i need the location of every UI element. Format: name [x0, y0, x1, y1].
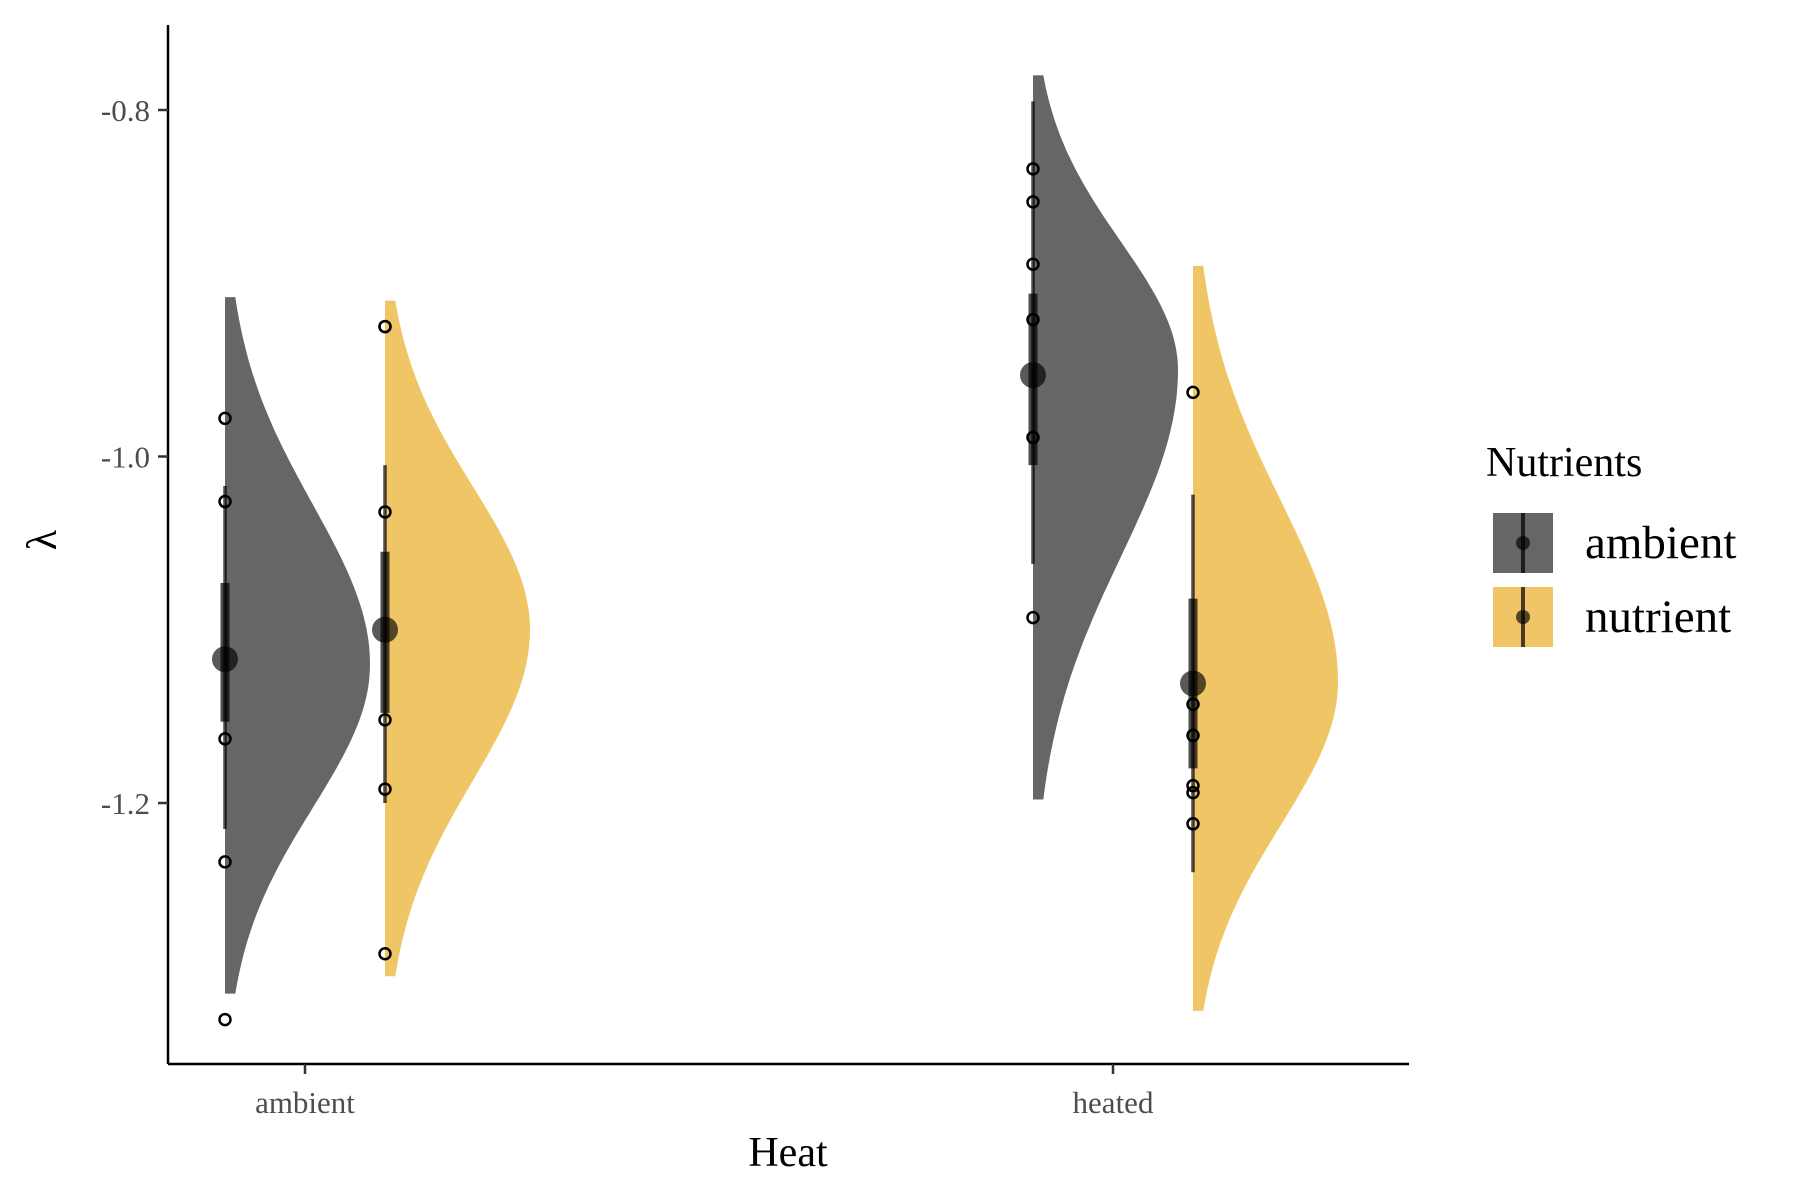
- median-point: [212, 646, 238, 673]
- halfeye-nutrient-heated: [1180, 265, 1338, 1011]
- series-nutrient: [372, 265, 1338, 1011]
- raw-data-point: [1186, 697, 1200, 711]
- series-ambient: [212, 75, 1178, 1027]
- halfeye-ambient-ambient: [212, 297, 370, 1027]
- median-point: [1180, 670, 1206, 697]
- plot-area: [212, 75, 1338, 1027]
- y-axis-title: λ: [20, 529, 66, 550]
- raw-data-point: [378, 319, 392, 334]
- raw-data-point: [1186, 817, 1200, 831]
- raw-data-point: [1186, 785, 1200, 800]
- y-ticks: -0.8 -1.0 -1.2: [101, 93, 168, 821]
- raw-data-point: [1026, 430, 1040, 445]
- density-slab: [225, 297, 370, 994]
- density-slab: [1193, 265, 1338, 1011]
- y-tick-label: -1.2: [101, 786, 150, 821]
- raw-data-point: [378, 782, 392, 796]
- y-tick-label: -1.0: [101, 440, 150, 475]
- raw-data-point: [378, 505, 392, 519]
- x-tick-label: ambient: [255, 1085, 355, 1120]
- raw-data-point: [378, 946, 392, 961]
- y-axis: -0.8 -1.0 -1.2 λ: [20, 25, 170, 1064]
- legend-label: ambient: [1585, 517, 1736, 569]
- x-axis-title: Heat: [748, 1130, 828, 1176]
- legend-entries: ambient nutrient: [1493, 513, 1736, 647]
- raw-data-point: [218, 855, 232, 869]
- halfeye-ambient-heated: [1020, 75, 1178, 800]
- y-tick-label: -0.8: [101, 93, 150, 128]
- raw-data-point: [1026, 162, 1040, 176]
- raw-data-point: [1186, 778, 1200, 793]
- raw-data-point: [218, 1012, 232, 1027]
- x-ticks: ambient heated: [255, 1064, 1154, 1120]
- raw-data-point: [1186, 728, 1200, 743]
- x-axis: ambient heated Heat: [168, 1062, 1409, 1176]
- raw-data-point: [1026, 312, 1040, 327]
- legend-entry-nutrient: nutrient: [1493, 587, 1731, 647]
- halfeye-nutrient-ambient: [372, 300, 530, 977]
- density-slab: [1033, 75, 1178, 800]
- legend-label: nutrient: [1585, 591, 1731, 643]
- density-slab: [385, 300, 530, 977]
- raw-data-point: [378, 713, 392, 727]
- legend-key-point: [1516, 610, 1530, 624]
- raw-data-point: [218, 411, 232, 426]
- legend-key-point: [1516, 536, 1530, 550]
- raw-data-point: [218, 494, 232, 509]
- raw-data-point: [1026, 257, 1040, 271]
- raw-data-point: [1026, 610, 1040, 625]
- legend-title: Nutrients: [1486, 440, 1642, 486]
- legend-entry-ambient: ambient: [1493, 513, 1736, 573]
- x-tick-label: heated: [1073, 1085, 1154, 1120]
- median-point: [1020, 362, 1046, 389]
- median-point: [372, 616, 398, 643]
- raw-data-point: [1026, 195, 1040, 209]
- raw-data-point: [218, 732, 232, 746]
- legend: Nutrients ambient nutrient: [1486, 440, 1736, 647]
- raw-data-point: [1186, 385, 1200, 400]
